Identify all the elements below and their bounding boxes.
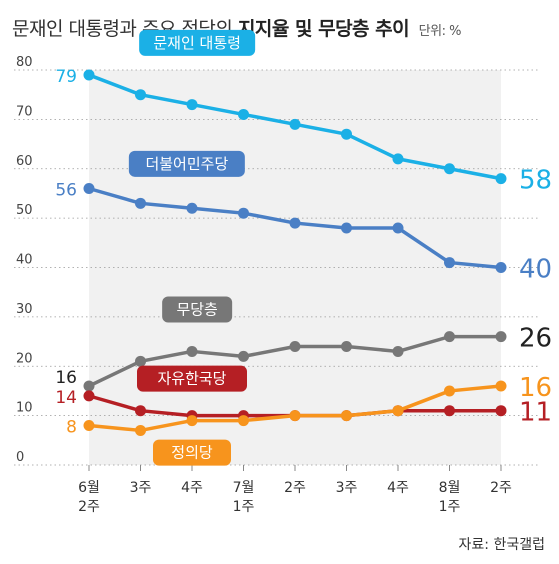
- data-point: [135, 424, 146, 436]
- data-point: [341, 341, 352, 352]
- y-tick-label: 60: [16, 154, 33, 169]
- y-tick-label: 30: [16, 302, 33, 317]
- end-value-label: 16: [519, 373, 552, 403]
- data-point: [495, 331, 507, 343]
- start-value-label: 8: [66, 418, 77, 438]
- data-point: [444, 257, 455, 269]
- end-value-label: 58: [519, 166, 552, 196]
- legend-label: 정의당: [171, 444, 213, 462]
- x-tick-label: 1주: [439, 499, 461, 515]
- data-point: [289, 410, 301, 422]
- x-tick-label: 2주: [284, 480, 306, 496]
- data-point: [83, 390, 95, 402]
- data-point: [186, 202, 198, 214]
- series-lines: [83, 69, 507, 436]
- data-point: [495, 262, 507, 273]
- y-axis: 0 10 20 30 40 50 60 70 80: [14, 55, 540, 466]
- source-note: 자료: 한국갤럽: [458, 537, 545, 553]
- legend-label: 무당층: [176, 300, 217, 318]
- legend-label: 더불어민주당: [145, 155, 228, 173]
- y-tick-label: 80: [16, 55, 33, 70]
- start-value-label: 16: [55, 368, 77, 388]
- legend-label: 문재인 대통령: [153, 34, 241, 52]
- data-point: [341, 222, 352, 234]
- y-tick-label: 50: [16, 203, 33, 218]
- start-value-label: 56: [55, 181, 77, 201]
- start-value-label: 14: [55, 388, 77, 408]
- data-point: [444, 385, 455, 397]
- y-tick-label: 0: [16, 450, 24, 465]
- x-tick-label: 6월: [78, 480, 100, 496]
- legend-badge: [128, 150, 245, 177]
- x-tick-label: 3주: [336, 480, 358, 496]
- data-point: [83, 183, 95, 194]
- legend-badge: [162, 296, 233, 323]
- unit-label: 단위: %: [418, 24, 462, 39]
- data-point: [392, 345, 404, 357]
- data-point: [186, 415, 198, 427]
- data-point: [495, 173, 507, 185]
- data-point: [289, 118, 301, 130]
- data-point: [135, 89, 146, 101]
- data-point: [238, 108, 249, 120]
- end-value-label: 11: [519, 398, 552, 428]
- data-point: [135, 355, 146, 367]
- x-tick-label: 7월: [233, 480, 255, 496]
- x-tick-label: 8월: [439, 480, 461, 496]
- title-bold: 지지율 및 무당층 추이: [237, 18, 410, 40]
- data-point: [392, 222, 404, 234]
- data-point: [83, 420, 95, 431]
- chart-title: 문재인 대통령과 주요 정당의 지지율 및 무당층 추이 단위: %: [12, 14, 461, 41]
- y-tick-label: 70: [16, 104, 33, 119]
- legend-badge: [153, 439, 231, 466]
- x-tick-label: 4주: [181, 480, 203, 496]
- data-point: [392, 153, 404, 165]
- x-tick-label: 3주: [130, 480, 152, 496]
- x-tick-label: 2주: [490, 480, 512, 496]
- legend-badge: [137, 365, 247, 392]
- data-point: [83, 69, 95, 81]
- data-point: [289, 341, 301, 352]
- x-tick-label: 4주: [387, 480, 409, 496]
- data-point: [135, 405, 146, 417]
- data-point: [392, 405, 404, 417]
- legend-badge: [139, 29, 256, 56]
- data-point: [238, 207, 249, 219]
- x-tick-label: 2주: [78, 499, 100, 515]
- data-point: [444, 405, 455, 417]
- data-point: [289, 217, 301, 229]
- data-point: [495, 380, 507, 392]
- end-value-label: 40: [519, 255, 552, 285]
- series-labels: 79 58 문재인 대통령 56 40 더불어민주당 16 26 무당층 14 11 자유한국당 8 16…: [55, 29, 552, 466]
- data-point: [135, 197, 146, 209]
- data-point: [186, 345, 198, 357]
- end-value-label: 26: [519, 324, 552, 354]
- data-point: [238, 415, 249, 427]
- y-tick-label: 40: [16, 253, 33, 268]
- x-axis: 6월 2주 3주 4주 7월 1주 2주 3주 4주 8월 1주 2주: [78, 465, 512, 515]
- data-point: [495, 405, 507, 417]
- data-point: [186, 99, 198, 111]
- data-point: [238, 350, 249, 362]
- legend-label: 자유한국당: [157, 370, 226, 388]
- start-value-label: 79: [55, 67, 77, 87]
- data-point: [341, 410, 352, 422]
- data-point: [444, 163, 455, 175]
- data-point: [83, 380, 95, 392]
- data-point: [444, 331, 455, 343]
- x-tick-label: 1주: [233, 499, 255, 515]
- y-tick-label: 20: [16, 351, 33, 366]
- y-tick-label: 10: [16, 401, 33, 416]
- data-point: [341, 128, 352, 140]
